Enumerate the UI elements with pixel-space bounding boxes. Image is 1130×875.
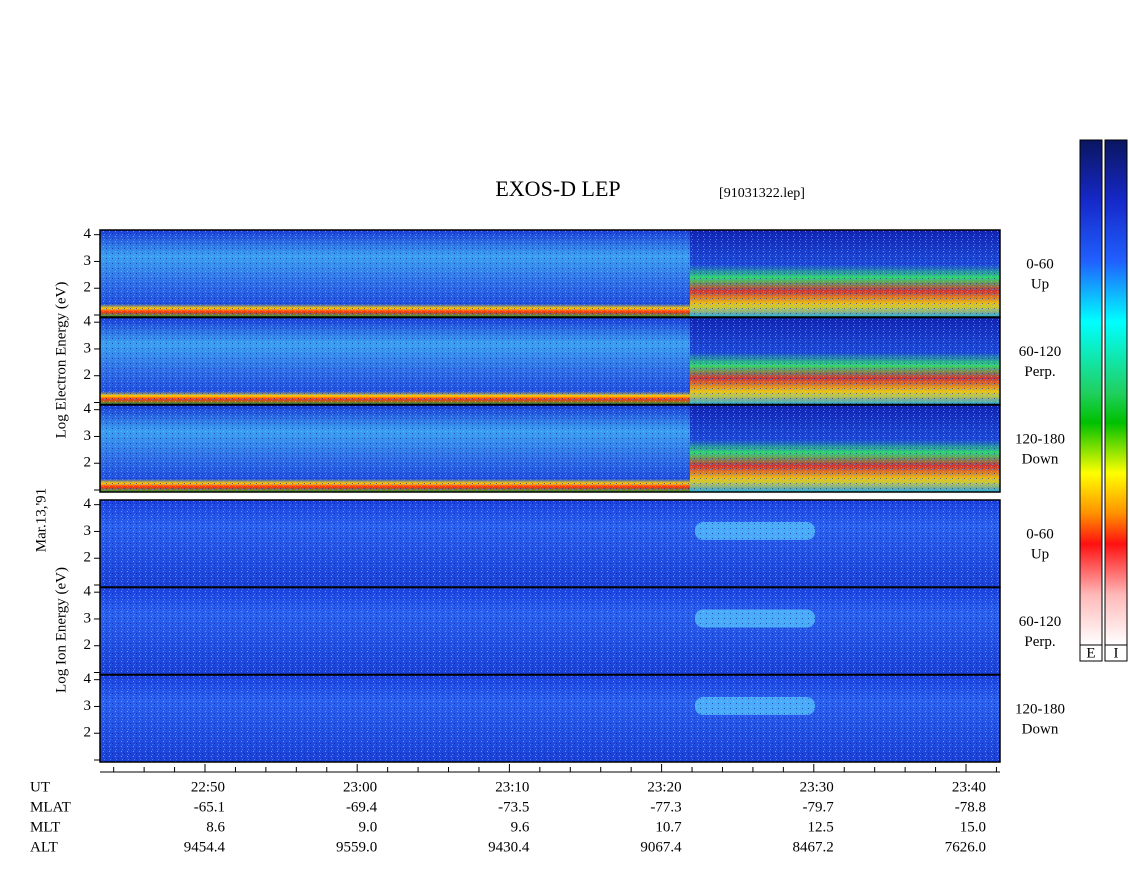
y-tick-label: 3: [84, 253, 92, 269]
y-tick-label: 2: [84, 637, 92, 653]
y-tick-label: 3: [84, 523, 92, 539]
spectrogram-noise: [100, 230, 1000, 317]
table-cell: 23:00: [343, 779, 377, 795]
colorbar: [1104, 139, 1128, 646]
y-tick-label: 4: [84, 226, 92, 242]
colorbars: E I: [1079, 139, 1128, 662]
row-label: UT: [30, 779, 50, 795]
spectrogram-noise: [100, 405, 1000, 492]
y-tick-label: 2: [84, 367, 92, 383]
panel-direction: Up: [1031, 276, 1049, 292]
colorbar-label: I: [1114, 645, 1119, 661]
table-cell: 10.7: [655, 819, 682, 835]
table-cell: 12.5: [808, 819, 834, 835]
table-cell: 9067.4: [640, 839, 682, 855]
table-cell: 9454.4: [184, 839, 226, 855]
panel-direction: Up: [1031, 546, 1049, 562]
y-tick-label: 3: [84, 340, 92, 356]
spectrogram-noise: [100, 317, 1000, 405]
table-cell: -69.4: [346, 799, 378, 815]
table-cell: 23:20: [647, 779, 681, 795]
panel-angle: 0-60: [1026, 526, 1054, 542]
y-tick-label: 2: [84, 725, 92, 741]
y-tick-label: 4: [84, 584, 92, 600]
table-cell: -79.7: [803, 799, 835, 815]
table-cell: 9.6: [511, 819, 530, 835]
panel-angle: 120-180: [1015, 431, 1065, 447]
table-cell: 23:30: [800, 779, 834, 795]
panel-angle: 60-120: [1019, 614, 1062, 630]
date: Mar.13,'91: [33, 488, 49, 552]
table-cell: 7626.0: [945, 839, 986, 855]
colorbar-label-box: [1104, 644, 1128, 662]
colorbar: [1079, 139, 1103, 646]
colorbar-label: E: [1086, 645, 1095, 661]
title: EXOS-D LEP: [495, 176, 620, 201]
table-cell: 23:10: [495, 779, 529, 795]
y-tick-label: 2: [84, 280, 92, 296]
y-tick-label: 3: [84, 428, 92, 444]
y-tick-label: 2: [84, 455, 92, 471]
table-cell: -73.5: [498, 799, 529, 815]
y-tick-label: 3: [84, 698, 92, 714]
panel-direction: Down: [1022, 721, 1059, 737]
y-tick-label: 4: [84, 401, 92, 417]
table-cell: -77.3: [650, 799, 681, 815]
colorbar-label-box: [1079, 644, 1103, 662]
table-cell: 9430.4: [488, 839, 530, 855]
panel-direction: Perp.: [1024, 364, 1055, 380]
table-cell: 15.0: [960, 819, 986, 835]
table-cell: 9.0: [358, 819, 377, 835]
row-label: ALT: [30, 839, 58, 855]
panel-direction: Perp.: [1024, 634, 1055, 650]
y-tick-label: 4: [84, 671, 92, 687]
spectrogram-noise: [100, 587, 1000, 675]
panel-angle: 120-180: [1015, 701, 1065, 717]
panel-frame: [99, 404, 1001, 493]
ion-axis-label: Log Ion Energy (eV): [53, 567, 69, 693]
panel-angle: 0-60: [1026, 256, 1054, 272]
panel-frame: [99, 674, 1001, 763]
row-label: MLT: [30, 819, 60, 835]
panel-angle: 60-120: [1019, 344, 1062, 360]
table-cell: 22:50: [191, 779, 225, 795]
y-tick-label: 4: [84, 314, 92, 330]
row-label: MLAT: [30, 799, 71, 815]
electron-axis-label: Log Electron Energy (eV): [53, 282, 69, 439]
y-tick-label: 2: [84, 550, 92, 566]
spectrogram-noise: [100, 675, 1000, 762]
file-name: [91031322.lep]: [719, 186, 805, 201]
y-tick-label: 3: [84, 610, 92, 626]
spectrogram-noise: [100, 500, 1000, 587]
table-cell: 8467.2: [793, 839, 834, 855]
table-cell: 23:40: [952, 779, 986, 795]
table-cell: 9559.0: [336, 839, 377, 855]
panel-direction: Down: [1022, 451, 1059, 467]
table-cell: -65.1: [194, 799, 225, 815]
table-cell: 8.6: [206, 819, 225, 835]
y-tick-label: 4: [84, 496, 92, 512]
table-cell: -78.8: [955, 799, 986, 815]
